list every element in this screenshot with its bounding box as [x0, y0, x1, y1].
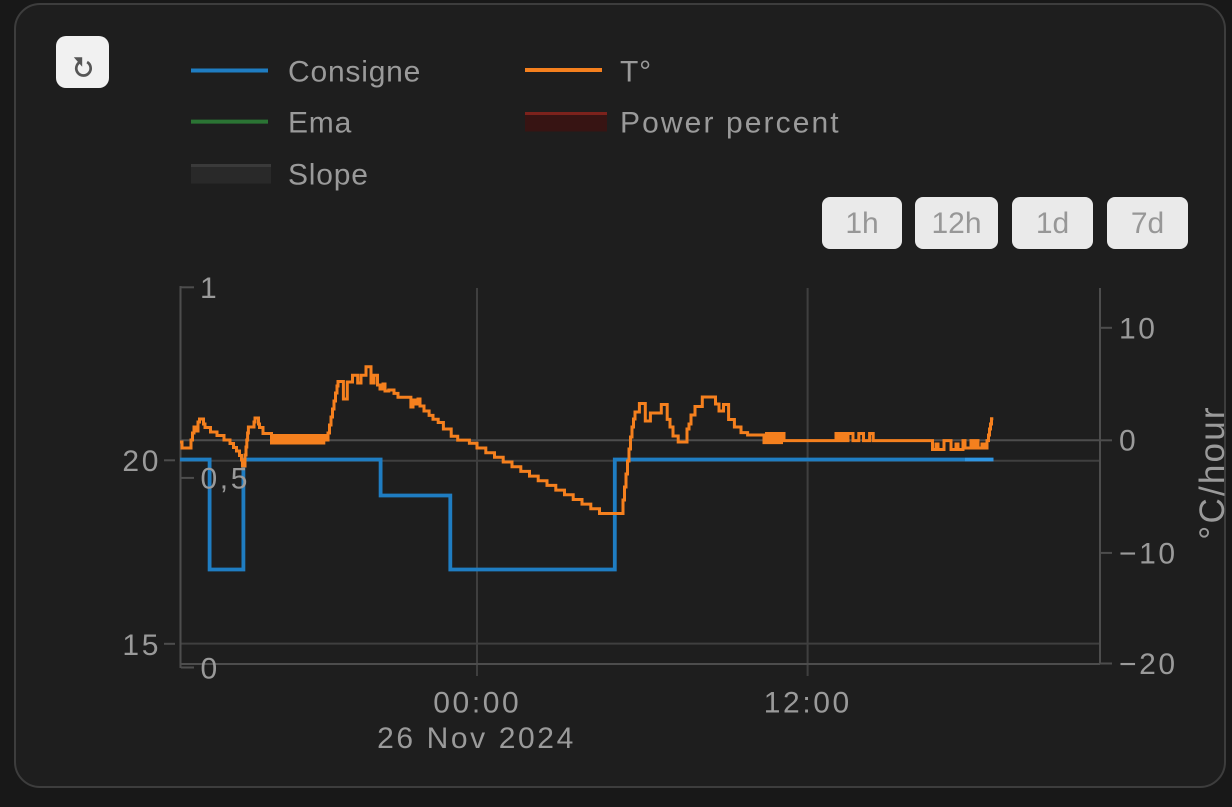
svg-text:Slope: Slope [288, 158, 369, 191]
svg-text:−20: −20 [1119, 648, 1178, 681]
svg-text:Power percent: Power percent [620, 106, 841, 139]
svg-text:T°: T° [620, 56, 652, 89]
svg-text:12:00: 12:00 [764, 686, 852, 719]
svg-text:−10: −10 [1119, 538, 1178, 571]
svg-text:10: 10 [1119, 313, 1158, 346]
svg-text:26 Nov 2024: 26 Nov 2024 [377, 722, 576, 755]
svg-text:15: 15 [122, 629, 161, 662]
svg-text:0: 0 [201, 652, 220, 685]
svg-text:0,5: 0,5 [201, 463, 251, 496]
svg-text:00:00: 00:00 [433, 686, 521, 719]
svg-text:20: 20 [122, 445, 161, 478]
svg-text:1: 1 [200, 272, 219, 305]
svg-text:Consigne: Consigne [288, 56, 421, 89]
svg-text:0: 0 [1119, 425, 1138, 458]
svg-text:Ema: Ema [288, 106, 352, 139]
svg-text:°C/hour: °C/hour [1193, 405, 1232, 539]
